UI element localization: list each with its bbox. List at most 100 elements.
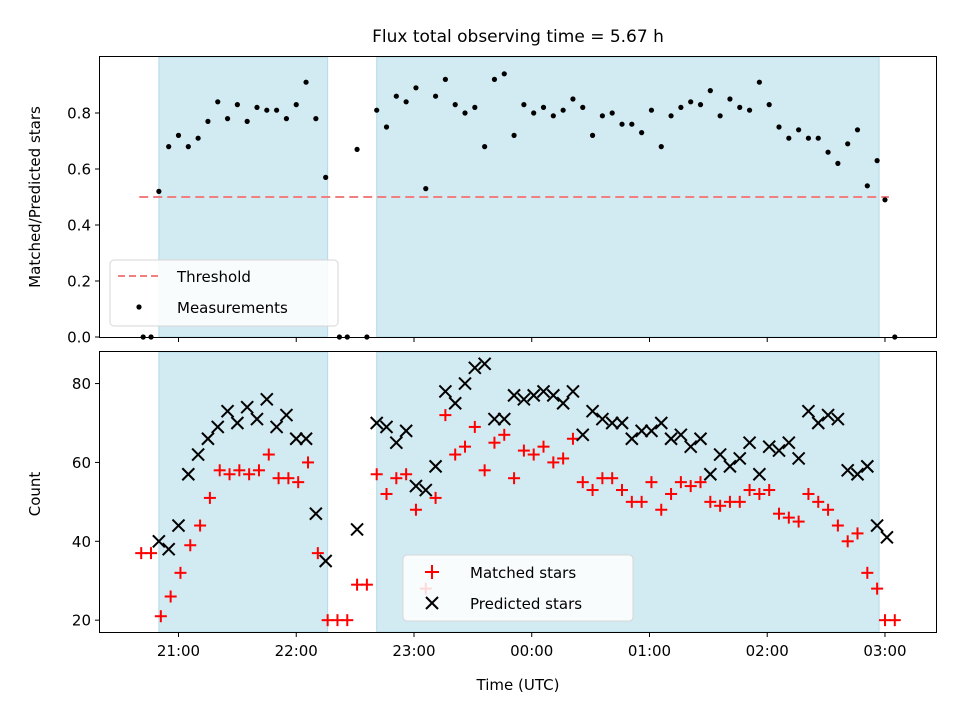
measurement-point [205,118,211,124]
x-tick-label: 03:00 [863,642,906,660]
measurement-point [393,93,399,99]
matched-point [537,440,550,453]
measurement-point [776,124,782,130]
legend-box [109,259,339,327]
predicted-point [782,435,796,450]
chart-title: Flux total observing time = 5.67 h [372,27,664,47]
measurement-point [166,144,172,150]
predicted-point [880,530,894,545]
observing-window [158,351,329,633]
measurement-point [619,121,625,127]
predicted-point [733,451,747,466]
measurement-point [874,158,880,164]
matched-point [262,448,275,461]
matched-point [360,578,373,591]
measurement-point [511,132,517,138]
matched-point [508,472,521,485]
matched-point [547,456,560,469]
matched-point [655,503,668,516]
predicted-point [181,467,196,481]
predicted-point [240,400,254,414]
matched-point [164,590,177,603]
measurement-point [293,102,299,108]
measurement-point [688,99,694,105]
matched-point [714,499,727,512]
matched-point [733,495,746,508]
measurement-point [854,127,861,133]
matched-point [184,539,197,552]
observing-windows [158,56,880,338]
measurement-point [697,102,704,108]
matched-point [498,428,511,441]
predicted-point [379,420,394,434]
predicted-point [507,388,521,403]
measurement-point [501,71,507,77]
plot-frame [99,351,937,633]
measurement-point [707,88,713,94]
predicted-point [211,420,225,434]
matched-point [194,519,207,532]
legend: Threshold Measurements [109,259,339,327]
predicted-point [576,428,590,442]
predicted-point [526,388,541,403]
matched-point [292,476,305,489]
measurement-point [668,113,674,119]
legend-predicted-swatch [425,596,439,610]
predicted-point [152,534,166,549]
matched-point [400,468,413,481]
predicted-point [654,416,668,430]
legend-threshold-label: Threshold [176,268,251,286]
predicted-point [615,416,629,430]
predicted-point [309,506,323,521]
measurement-point [629,121,635,127]
measurement-point [303,79,309,85]
predicted-point [279,408,294,422]
matched-point [851,527,864,540]
measurement-point [540,104,547,110]
matched-point [409,503,422,516]
predicted-point [713,447,727,462]
measurement-point [570,96,576,102]
count-points [135,357,901,627]
matched-point [753,487,766,500]
matched-point [566,432,579,445]
observing-window [376,56,880,338]
predicted-point [762,439,776,454]
predicted-point [428,459,443,474]
y-axis-ticks: 20 40 60 80 [72,375,100,630]
predicted-point [664,432,678,446]
y-tick-label: 0.8 [67,105,91,123]
legend-measurements-swatch [136,304,142,310]
predicted-point [556,396,570,410]
matched-point [665,487,678,500]
predicted-point [595,412,610,426]
matched-point [861,566,874,579]
matched-point [459,440,472,453]
matched-point [831,519,844,532]
measurement-point [482,144,488,150]
measurement-point [323,174,329,180]
matched-point [243,468,256,481]
matched-point [606,472,619,485]
matched-point [586,484,599,497]
y-tick-label: 0.0 [67,329,91,347]
y-tick-label: 80 [72,375,91,393]
predicted-point [299,432,313,446]
predicted-point [191,447,205,462]
measurement-point [264,107,270,113]
matched-point [449,448,462,461]
predicted-point [634,424,649,438]
measurement-point [796,127,802,133]
predicted-point [693,432,708,446]
matched-point [576,476,589,489]
predicted-point [840,463,855,478]
measurement-point [825,149,831,155]
matched-point [822,503,835,516]
predicted-point [723,459,737,474]
y-tick-label: 0.6 [67,161,91,179]
measurement-point [254,104,260,110]
measurement-point [727,96,733,102]
matched-point [282,472,295,485]
measurement-point [766,102,772,108]
measurement-point [648,107,655,113]
